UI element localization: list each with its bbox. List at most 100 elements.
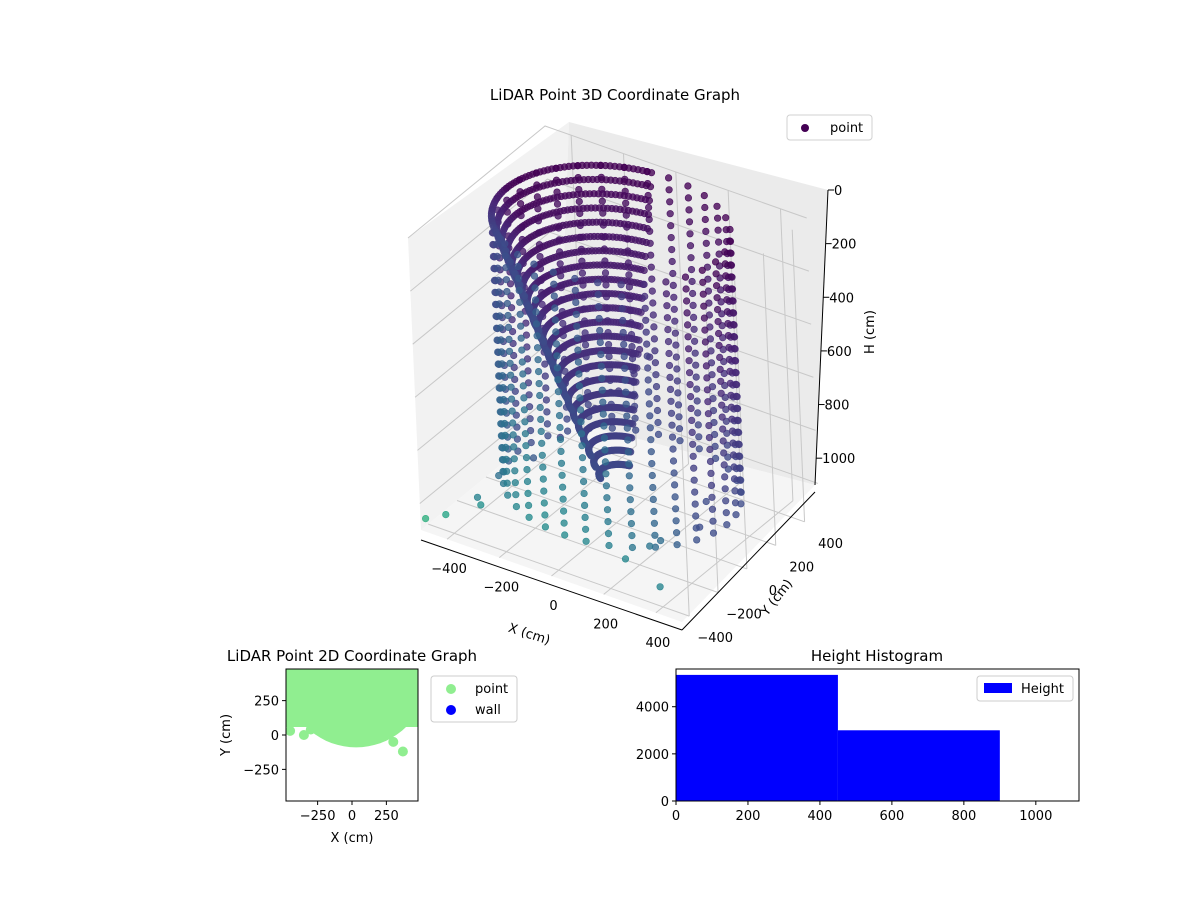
y-axis-label-2d: Y (cm) xyxy=(219,714,234,757)
scatter-point xyxy=(649,299,657,307)
scatter-point xyxy=(665,349,673,358)
scatter-point xyxy=(517,334,525,342)
scatter-point xyxy=(693,397,701,405)
scatter-point xyxy=(728,427,737,435)
scatter-point xyxy=(532,308,540,316)
scatter-point xyxy=(587,452,595,460)
scatter-point xyxy=(664,174,673,182)
scatter-point xyxy=(623,412,631,420)
scatter-point xyxy=(604,517,612,526)
scatter-point xyxy=(724,320,732,328)
scatter-point xyxy=(597,362,605,370)
scatter-point xyxy=(656,536,665,545)
scatter-point xyxy=(684,333,692,341)
scatter-point xyxy=(526,427,535,435)
scatter-point xyxy=(524,367,532,375)
scatter-point xyxy=(708,371,716,379)
scatter-point xyxy=(559,383,567,392)
scatter-point xyxy=(693,385,701,393)
scatter-point xyxy=(710,430,719,439)
x-tick-label-3d: −200 xyxy=(483,581,519,596)
scatter-point xyxy=(503,299,512,308)
scatter-point xyxy=(701,215,709,224)
scatter-point xyxy=(688,289,697,298)
scatter-point xyxy=(498,372,507,380)
scatter-point xyxy=(689,313,698,322)
scatter-point xyxy=(626,496,634,504)
scatter-point xyxy=(556,435,565,444)
scatter-point xyxy=(714,226,722,234)
scatter-point xyxy=(721,473,729,481)
scatter-point xyxy=(713,306,722,314)
scatter-point xyxy=(724,332,733,340)
scatter-point xyxy=(672,529,681,537)
scatter-point xyxy=(541,360,549,368)
scatter-point xyxy=(573,322,581,330)
scatter-point xyxy=(581,513,589,522)
x-tick-label-2d: −250 xyxy=(300,809,336,824)
scatter-point xyxy=(594,291,602,299)
scatter-point xyxy=(599,410,607,418)
scatter-point xyxy=(601,446,609,454)
scatter-point xyxy=(706,445,714,454)
scatter-point xyxy=(701,326,709,334)
legend-2d-point-label: point xyxy=(475,682,508,697)
scatter-point xyxy=(572,298,580,307)
scatter-point xyxy=(516,310,524,318)
scatter-point xyxy=(685,369,694,377)
scatter-point xyxy=(689,452,697,460)
scatter-point xyxy=(601,269,610,277)
scatter-point xyxy=(544,432,552,440)
scatter-point xyxy=(671,329,680,337)
y-axis-line xyxy=(681,491,816,631)
scatter-point xyxy=(670,293,678,301)
scatter-point xyxy=(688,277,696,286)
scatter-point xyxy=(711,258,720,266)
scatter-point xyxy=(538,439,546,447)
z-tick-label-3d: 0 xyxy=(834,184,842,199)
scatter-point xyxy=(625,460,633,468)
scatter-point xyxy=(501,431,509,440)
scatter-point xyxy=(556,260,564,268)
scatter-point xyxy=(644,364,652,372)
scatter-point xyxy=(504,491,512,499)
scatter-point xyxy=(422,514,430,523)
scatter-point xyxy=(501,240,509,248)
scatter-point xyxy=(653,395,661,403)
scatter-point xyxy=(664,338,673,346)
scatter-point xyxy=(525,391,533,399)
z-axis-line xyxy=(814,189,829,486)
scatter-point xyxy=(705,434,714,442)
scatter-point xyxy=(513,435,522,443)
scatter-point xyxy=(723,296,731,304)
x-axis-label-3d: X (cm) xyxy=(506,621,552,649)
scatter-point xyxy=(508,395,516,403)
scatter-point xyxy=(643,352,651,360)
scatter-point xyxy=(703,374,711,382)
scatter-point xyxy=(579,478,588,486)
scatter-point xyxy=(628,531,636,540)
scatter-point xyxy=(674,401,683,409)
x-tick-label-hist: 400 xyxy=(808,809,833,824)
scatter-point xyxy=(726,367,734,376)
scatter-point xyxy=(670,481,679,489)
scatter-point xyxy=(507,371,515,379)
scatter-point xyxy=(563,395,572,403)
scatter-point xyxy=(592,463,600,471)
scatter-point xyxy=(722,497,730,505)
y-tick-label-3d: −200 xyxy=(726,608,762,623)
scatter-point xyxy=(514,262,522,271)
scatter-point xyxy=(668,246,676,254)
scatter-point xyxy=(516,298,524,306)
scatter-point xyxy=(671,505,680,513)
scatter-point xyxy=(580,489,588,498)
scatter-point xyxy=(523,477,532,486)
scatter-point xyxy=(648,460,656,468)
legend-histogram-label: Height xyxy=(1021,682,1064,697)
scatter-point xyxy=(572,310,580,318)
scatter-point xyxy=(603,506,612,514)
scatter-point xyxy=(711,442,719,451)
scatter-point xyxy=(717,377,725,385)
legend-2d-point-marker xyxy=(446,684,456,694)
